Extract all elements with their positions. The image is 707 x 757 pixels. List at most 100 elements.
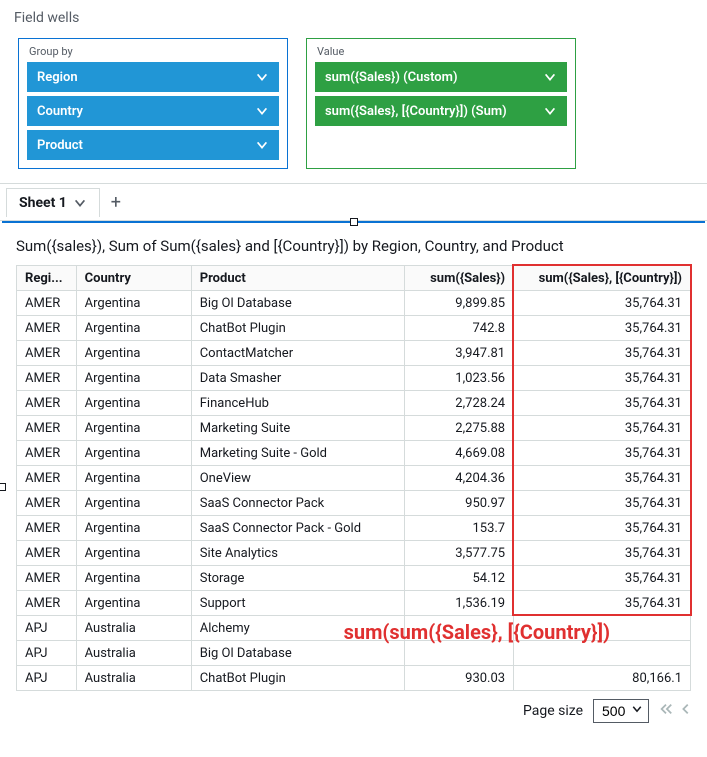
table-cell: Argentina: [76, 566, 191, 591]
table-cell: 35,764.31: [514, 566, 691, 591]
table-cell: AMER: [17, 366, 77, 391]
table-row[interactable]: AMERArgentinaSite Analytics3,577.7535,76…: [17, 541, 691, 566]
table-cell: Big Ol Database: [191, 291, 405, 316]
table-cell: 35,764.31: [514, 316, 691, 341]
pill-label: sum({Sales}, [{Country}]) (Sum): [325, 104, 507, 119]
table-cell: Argentina: [76, 466, 191, 491]
table-cell: 153.7: [405, 516, 514, 541]
table-cell: Argentina: [76, 416, 191, 441]
sheet-tab[interactable]: Sheet 1: [6, 188, 100, 217]
table-cell: 35,764.31: [514, 291, 691, 316]
table-row[interactable]: AMERArgentinaContactMatcher3,947.8135,76…: [17, 341, 691, 366]
table-cell: Argentina: [76, 441, 191, 466]
pill-label: Product: [37, 138, 83, 153]
table-cell: 950.97: [405, 491, 514, 516]
table-cell: 3,577.75: [405, 541, 514, 566]
table-cell: SaaS Connector Pack: [191, 491, 405, 516]
pill-sum-sales[interactable]: sum({Sales}) (Custom): [315, 62, 567, 92]
visual-container[interactable]: Sum({sales}), Sum of Sum({sales} and [{C…: [2, 221, 705, 733]
table-row[interactable]: AMERArgentinaSaaS Connector Pack950.9735…: [17, 491, 691, 516]
table-cell: 35,764.31: [514, 466, 691, 491]
pill-label: Country: [37, 104, 83, 119]
table-cell: APJ: [17, 641, 77, 666]
table-cell: AMER: [17, 391, 77, 416]
table-cell: 80,166.1: [514, 666, 691, 691]
table-cell: Big Ol Database: [191, 641, 405, 666]
pager: Page size 500: [2, 691, 705, 733]
table-cell: FinanceHub: [191, 391, 405, 416]
table-row[interactable]: AMERArgentinaOneView4,204.3635,764.31: [17, 466, 691, 491]
pager-first-icon[interactable]: [659, 702, 673, 720]
table-row[interactable]: AMERArgentinaBig Ol Database9,899.8535,7…: [17, 291, 691, 316]
table-cell: 35,764.31: [514, 391, 691, 416]
table-cell: Argentina: [76, 541, 191, 566]
resize-handle-top[interactable]: [350, 218, 358, 226]
sheet-tab-label: Sheet 1: [19, 195, 67, 211]
table-cell: Argentina: [76, 341, 191, 366]
add-sheet-button[interactable]: +: [100, 184, 132, 220]
table-cell: Argentina: [76, 291, 191, 316]
table-cell: Argentina: [76, 366, 191, 391]
sheet-tab-bar: Sheet 1 +: [0, 183, 707, 221]
table-cell: SaaS Connector Pack - Gold: [191, 516, 405, 541]
table-cell: Argentina: [76, 516, 191, 541]
table-row[interactable]: AMERArgentinaMarketing Suite - Gold4,669…: [17, 441, 691, 466]
table-cell: AMER: [17, 591, 77, 616]
table-cell: 35,764.31: [514, 591, 691, 616]
table-cell: 742.8: [405, 316, 514, 341]
pager-prev-icon[interactable]: [679, 702, 693, 720]
table-row[interactable]: APJAustraliaChatBot Plugin930.0380,166.1: [17, 666, 691, 691]
table-cell: AMER: [17, 416, 77, 441]
visual-title: Sum({sales}), Sum of Sum({sales} and [{C…: [2, 233, 705, 265]
table-cell: AMER: [17, 516, 77, 541]
table-cell: 35,764.31: [514, 366, 691, 391]
table-row[interactable]: AMERArgentinaChatBot Plugin742.835,764.3…: [17, 316, 691, 341]
table-cell: AMER: [17, 491, 77, 516]
table-cell: 2,275.88: [405, 416, 514, 441]
table-cell: 35,764.31: [514, 516, 691, 541]
page-size-label: Page size: [523, 703, 583, 719]
table-row[interactable]: AMERArgentinaSupport1,536.1935,764.31: [17, 591, 691, 616]
table-cell: 1,023.56: [405, 366, 514, 391]
table-cell: Argentina: [76, 316, 191, 341]
table-cell: Support: [191, 591, 405, 616]
table-cell: [405, 641, 514, 666]
table-row[interactable]: APJAustraliaBig Ol Database: [17, 641, 691, 666]
pill-label: Region: [37, 70, 78, 85]
well-label-value: Value: [315, 45, 567, 58]
table-cell: 4,204.36: [405, 466, 514, 491]
table-row[interactable]: AMERArgentinaSaaS Connector Pack - Gold1…: [17, 516, 691, 541]
page-size-select[interactable]: 500: [593, 699, 649, 723]
table-cell: AMER: [17, 566, 77, 591]
table-cell: Australia: [76, 666, 191, 691]
table-cell: ChatBot Plugin: [191, 666, 405, 691]
chevron-down-icon: [543, 104, 557, 118]
pill-product[interactable]: Product: [27, 130, 279, 160]
table-cell: Storage: [191, 566, 405, 591]
table-cell: 35,764.31: [514, 541, 691, 566]
table-row[interactable]: AMERArgentinaStorage54.1235,764.31: [17, 566, 691, 591]
table-cell: 4,669.08: [405, 441, 514, 466]
table-row[interactable]: AMERArgentinaMarketing Suite2,275.8835,7…: [17, 416, 691, 441]
table-cell: AMER: [17, 316, 77, 341]
table-cell: 9,899.85: [405, 291, 514, 316]
col-header-country[interactable]: Country: [76, 266, 191, 291]
table-cell: 2,728.24: [405, 391, 514, 416]
table-cell: Marketing Suite: [191, 416, 405, 441]
col-header-sum-sales[interactable]: sum({Sales}): [405, 266, 514, 291]
table-cell: 35,764.31: [514, 491, 691, 516]
table-cell: Site Analytics: [191, 541, 405, 566]
col-header-sum-sales-country[interactable]: sum({Sales}, [{Country}]): [514, 266, 691, 291]
chevron-down-icon: [255, 138, 269, 152]
col-header-region[interactable]: Regi...: [17, 266, 77, 291]
table-cell: APJ: [17, 616, 77, 641]
col-header-product[interactable]: Product: [191, 266, 405, 291]
chevron-down-icon: [255, 104, 269, 118]
pill-region[interactable]: Region: [27, 62, 279, 92]
table-row[interactable]: AMERArgentinaFinanceHub2,728.2435,764.31: [17, 391, 691, 416]
chevron-down-icon: [255, 70, 269, 84]
pill-country[interactable]: Country: [27, 96, 279, 126]
table-cell: 35,764.31: [514, 441, 691, 466]
table-row[interactable]: AMERArgentinaData Smasher1,023.5635,764.…: [17, 366, 691, 391]
pill-sum-sales-country[interactable]: sum({Sales}, [{Country}]) (Sum): [315, 96, 567, 126]
